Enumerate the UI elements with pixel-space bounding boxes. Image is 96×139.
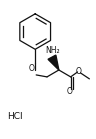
Text: O: O xyxy=(67,87,73,96)
Text: HCl: HCl xyxy=(7,112,22,121)
Text: O: O xyxy=(76,67,82,76)
Text: NH₂: NH₂ xyxy=(46,46,60,55)
Polygon shape xyxy=(48,55,59,70)
Text: O: O xyxy=(28,64,34,73)
